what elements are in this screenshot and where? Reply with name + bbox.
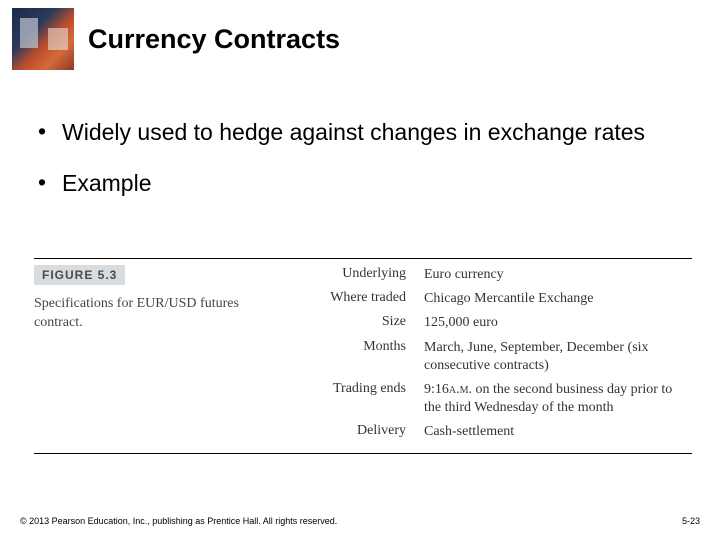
figure-5-3: FIGURE 5.3 Specifications for EUR/USD fu… (34, 258, 692, 454)
figure-value: Euro currency (424, 266, 692, 284)
figure-key: Trading ends (289, 381, 424, 417)
slide-title: Currency Contracts (88, 24, 340, 55)
figure-spec-table: Underlying Euro currency Where traded Ch… (289, 263, 692, 445)
page-number: 5-23 (682, 516, 700, 526)
figure-row: Trading ends 9:16a.m. on the second busi… (289, 378, 692, 420)
figure-row: Months March, June, September, December … (289, 336, 692, 378)
figure-tag: FIGURE 5.3 (34, 265, 125, 285)
figure-key: Where traded (289, 290, 424, 308)
bullet-marker: • (38, 169, 62, 198)
bullet-list: • Widely used to hedge against changes i… (38, 118, 690, 220)
figure-value: 9:16a.m. on the second business day prio… (424, 381, 692, 417)
figure-body: FIGURE 5.3 Specifications for EUR/USD fu… (34, 259, 692, 449)
figure-value: Chicago Mercantile Exchange (424, 290, 692, 308)
figure-value: 125,000 euro (424, 314, 692, 332)
bullet-marker: • (38, 118, 62, 147)
figure-left-column: FIGURE 5.3 Specifications for EUR/USD fu… (34, 263, 289, 445)
figure-value: March, June, September, December (six co… (424, 339, 692, 375)
figure-row: Underlying Euro currency (289, 263, 692, 287)
figure-key: Months (289, 339, 424, 375)
bullet-item: • Widely used to hedge against changes i… (38, 118, 690, 147)
figure-value: Cash-settlement (424, 423, 692, 441)
copyright-text: © 2013 Pearson Education, Inc., publishi… (20, 516, 337, 526)
bullet-item: • Example (38, 169, 690, 198)
figure-key: Size (289, 314, 424, 332)
figure-rule-bottom (34, 453, 692, 454)
figure-key: Underlying (289, 266, 424, 284)
figure-row: Where traded Chicago Mercantile Exchange (289, 287, 692, 311)
figure-caption: Specifications for EUR/USD futures contr… (34, 295, 289, 333)
slide-footer: © 2013 Pearson Education, Inc., publishi… (20, 516, 700, 526)
header-thumbnail-image (12, 8, 74, 70)
figure-row: Size 125,000 euro (289, 311, 692, 335)
figure-key: Delivery (289, 423, 424, 441)
bullet-text: Example (62, 169, 690, 198)
figure-row: Delivery Cash-settlement (289, 420, 692, 444)
bullet-text: Widely used to hedge against changes in … (62, 118, 690, 147)
